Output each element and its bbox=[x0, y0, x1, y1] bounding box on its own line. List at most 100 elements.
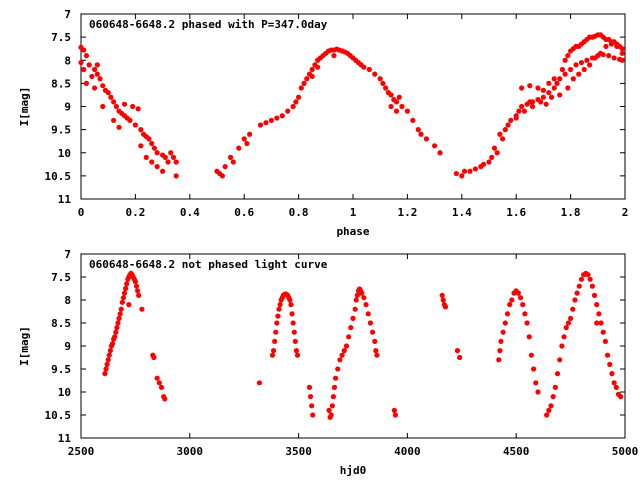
raw-data-point bbox=[275, 313, 281, 319]
raw-data-point bbox=[139, 306, 145, 312]
raw-data-point bbox=[121, 290, 128, 296]
raw-data-point bbox=[373, 348, 379, 354]
raw-data-point bbox=[524, 320, 530, 326]
phased-data-point bbox=[551, 76, 557, 82]
phased-data-point bbox=[268, 117, 274, 123]
raw-data-point bbox=[326, 407, 332, 413]
raw-data-point bbox=[162, 396, 168, 402]
raw-data-point bbox=[114, 325, 120, 331]
phased-data-point bbox=[244, 140, 250, 147]
phased-data-point bbox=[81, 47, 87, 53]
raw-data-point bbox=[439, 292, 445, 298]
phased-data-point bbox=[116, 124, 122, 130]
raw-data-point bbox=[574, 290, 580, 296]
phased-chart-title: 060648-6648.2 phased with P=347.0day bbox=[89, 18, 328, 31]
raw-data-point bbox=[535, 389, 541, 395]
phased-data-point bbox=[111, 117, 117, 123]
phased-data-point bbox=[388, 92, 394, 98]
raw-data-point bbox=[115, 320, 121, 326]
phased-data-point bbox=[611, 55, 617, 61]
raw-data-point bbox=[124, 281, 130, 287]
phased-data-point bbox=[519, 103, 525, 110]
raw-data-point bbox=[515, 290, 521, 296]
phased-data-point bbox=[92, 66, 98, 73]
raw-data-point bbox=[288, 302, 294, 308]
phased-data-point bbox=[562, 57, 568, 63]
raw-data-point bbox=[102, 371, 108, 377]
raw-data-point bbox=[497, 348, 503, 354]
phased-data-point bbox=[165, 159, 171, 165]
phased-data-point bbox=[293, 99, 299, 105]
raw-data-point bbox=[103, 366, 109, 372]
phased-data-point bbox=[559, 66, 566, 73]
phased-data-point bbox=[86, 62, 92, 68]
raw-data-point bbox=[353, 297, 359, 303]
phased-data-point bbox=[83, 80, 90, 86]
phased-data-point bbox=[557, 92, 563, 98]
phased-y-tick-label: 8.5 bbox=[51, 77, 71, 90]
raw-data-point bbox=[602, 338, 609, 344]
phased-data-point bbox=[551, 85, 557, 91]
phased-data-point bbox=[568, 66, 574, 73]
raw-data-point bbox=[270, 348, 277, 354]
raw-data-point bbox=[306, 384, 313, 390]
raw-data-point bbox=[116, 315, 122, 321]
raw-data-point bbox=[354, 292, 360, 298]
phased-data-point bbox=[410, 117, 416, 123]
phased-data-point bbox=[257, 122, 264, 128]
phased-data-point bbox=[78, 59, 84, 66]
phased-data-point bbox=[160, 168, 166, 174]
phased-data-point bbox=[298, 85, 304, 91]
phased-y-tick-label: 7.5 bbox=[51, 31, 71, 44]
raw-data-point bbox=[292, 338, 298, 344]
phased-x-tick-label: 0.8 bbox=[289, 206, 309, 219]
phased-data-point bbox=[108, 94, 114, 100]
raw-data-point bbox=[613, 384, 619, 390]
raw-data-point bbox=[591, 292, 598, 298]
raw-data-point bbox=[598, 320, 604, 326]
phased-data-point bbox=[437, 150, 443, 156]
phased-data-point bbox=[154, 164, 160, 170]
raw-data-point bbox=[343, 343, 350, 349]
phased-data-point bbox=[111, 99, 117, 105]
raw-data-point bbox=[548, 403, 554, 409]
phased-data-point bbox=[505, 122, 511, 128]
phased-data-point bbox=[396, 94, 402, 100]
raw-data-point bbox=[392, 412, 399, 418]
raw-data-point bbox=[331, 384, 338, 390]
raw-y-tick-label: 11 bbox=[58, 432, 72, 445]
phased-data-point bbox=[404, 108, 410, 114]
raw-points bbox=[102, 270, 624, 420]
phased-plot: 0 0.2 0.4 0.6 0.8 1 1.2 1.4 1.6 1.8 2 7 7.5 8 8.5 9 9.5 1… bbox=[18, 8, 628, 238]
phased-data-point bbox=[173, 159, 179, 165]
raw-data-point bbox=[607, 361, 613, 367]
phased-y-tick-label: 7 bbox=[64, 8, 71, 21]
phased-data-point bbox=[143, 154, 149, 160]
raw-data-point bbox=[570, 306, 576, 312]
phased-data-point bbox=[89, 73, 95, 80]
phased-data-point bbox=[149, 159, 155, 165]
raw-data-point bbox=[572, 297, 578, 303]
phased-data-point bbox=[372, 71, 378, 77]
raw-data-point bbox=[502, 320, 508, 326]
raw-data-point bbox=[546, 407, 552, 413]
raw-data-point bbox=[361, 295, 367, 301]
phased-y-tick-label: 9.5 bbox=[51, 124, 71, 137]
phased-data-point bbox=[500, 136, 506, 142]
phased-data-point bbox=[146, 136, 152, 142]
raw-y-tick-label: 10.5 bbox=[45, 409, 72, 422]
phased-data-point bbox=[388, 103, 394, 110]
raw-data-point bbox=[533, 380, 539, 386]
raw-data-point bbox=[120, 295, 127, 301]
raw-data-point bbox=[156, 380, 162, 386]
raw-data-point bbox=[104, 361, 110, 367]
phased-data-point bbox=[217, 170, 223, 177]
raw-data-point bbox=[500, 329, 506, 335]
raw-data-point bbox=[550, 394, 556, 400]
raw-data-point bbox=[294, 352, 301, 358]
phased-data-point bbox=[576, 71, 582, 77]
phased-data-point bbox=[592, 55, 598, 61]
raw-data-point bbox=[272, 338, 278, 344]
raw-data-point bbox=[372, 338, 378, 344]
